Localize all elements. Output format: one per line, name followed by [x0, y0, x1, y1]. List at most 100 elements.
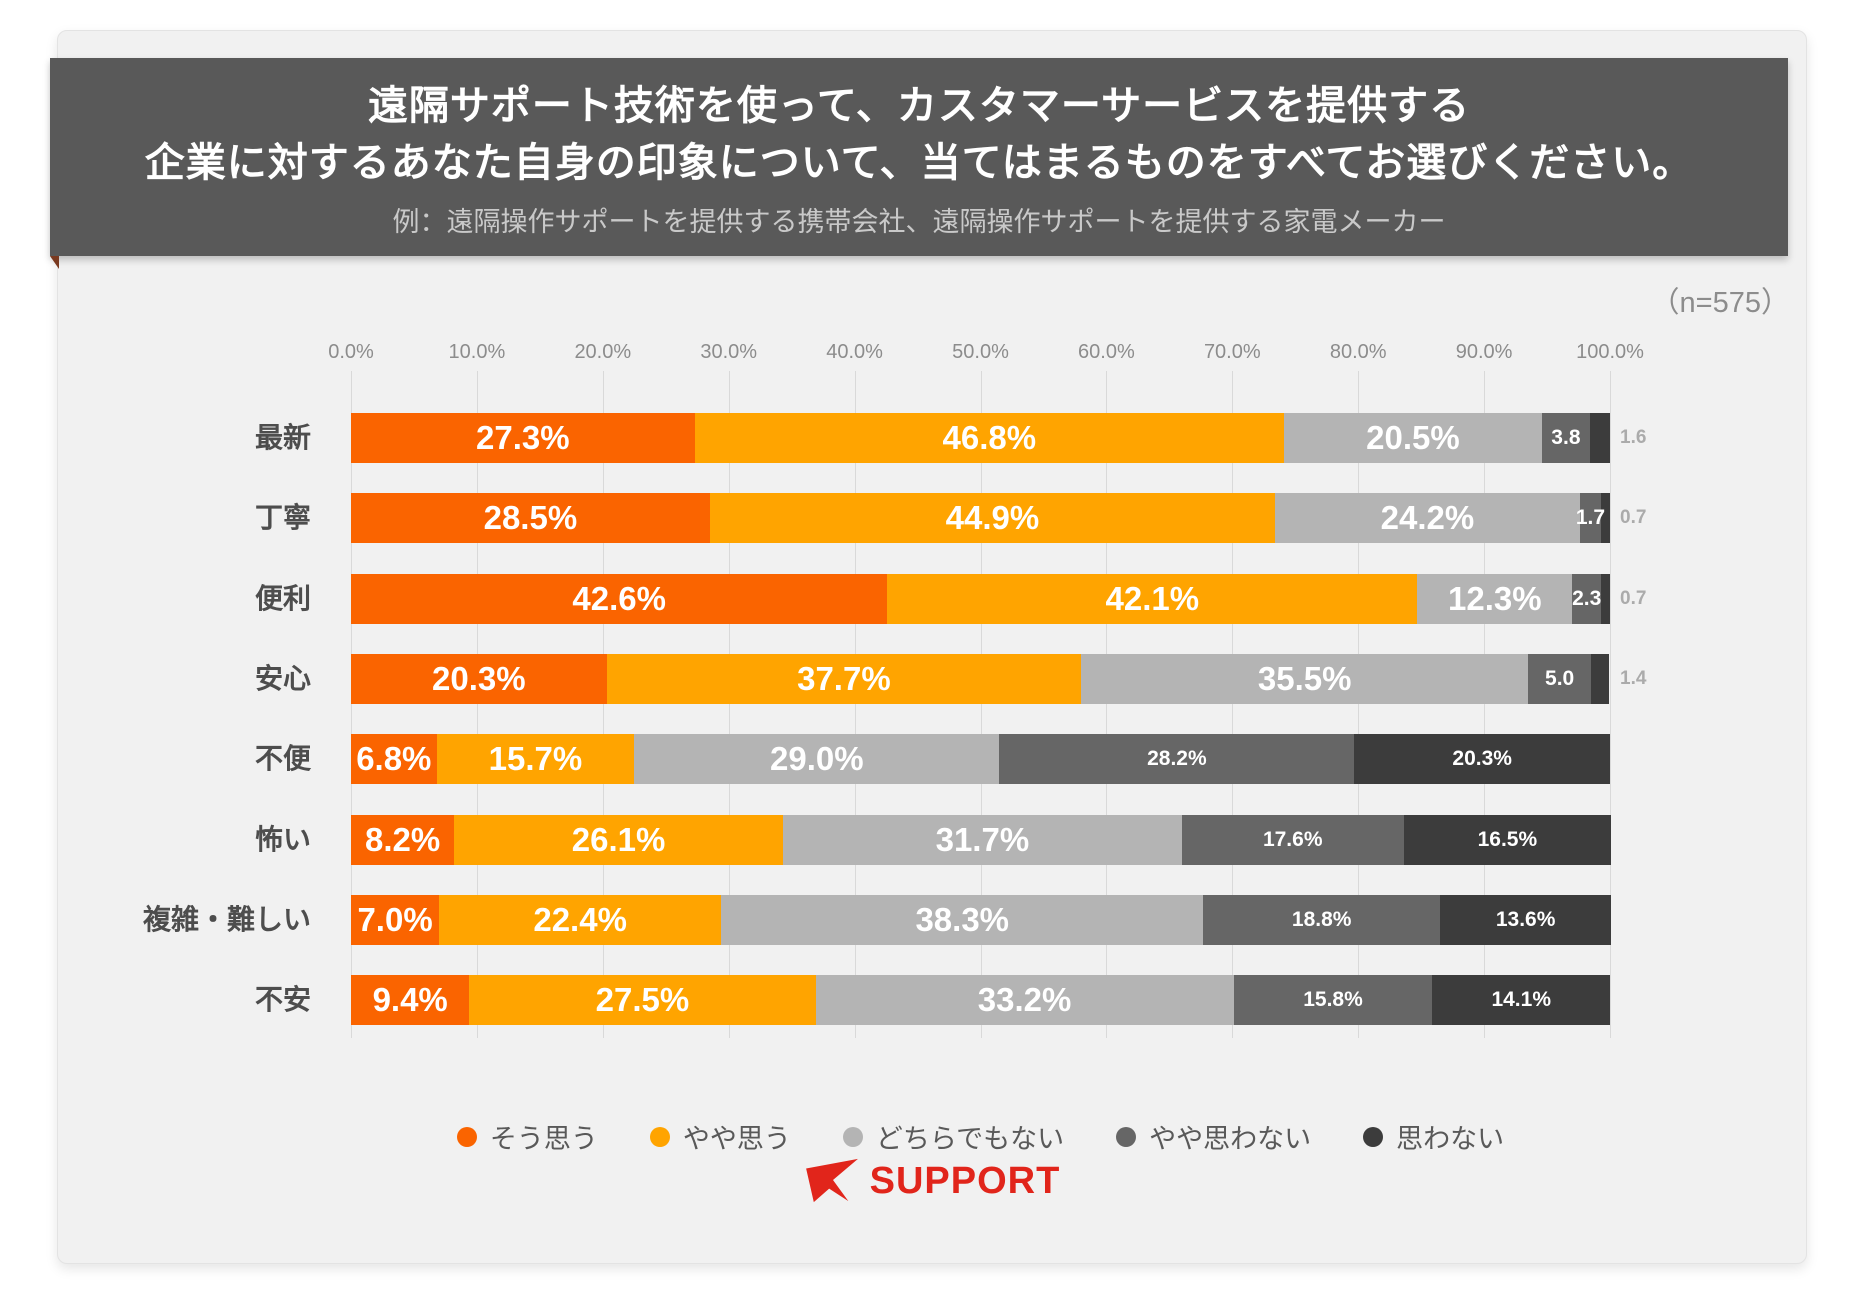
bar-segment: 8.2% — [351, 814, 455, 865]
bar-segment: 18.8% — [1203, 894, 1441, 945]
gridline — [1358, 371, 1360, 1038]
gridline — [1610, 371, 1611, 1038]
legend-item: そう思う — [456, 1117, 598, 1156]
bar-segment: 27.3% — [351, 413, 695, 463]
bar-segment — [1591, 653, 1609, 704]
bar-value-label: 42.6% — [572, 579, 666, 617]
bar-value-label: 28.2% — [1147, 747, 1207, 771]
bar-value-label: 42.1% — [1105, 579, 1200, 617]
axis-tick-label: 90.0% — [1455, 341, 1513, 363]
legend-item: やや思わない — [1116, 1117, 1311, 1156]
gridline — [602, 371, 604, 1038]
legend-label: やや思わない — [1149, 1124, 1312, 1154]
bar-value-label: 16.5% — [1477, 827, 1538, 851]
bar-segment: 14.1% — [1432, 975, 1610, 1026]
legend-label: 思わない — [1396, 1124, 1505, 1154]
legend-swatch — [456, 1126, 477, 1147]
bar-row: 6.8% 15.7% 29.0% 28.2% 20.3% — [351, 734, 1610, 785]
axis-tick-label: 80.0% — [1329, 341, 1387, 363]
axis-tick-label: 50.0% — [952, 341, 1009, 363]
bar-segment: 13.6% — [1440, 894, 1612, 945]
bar-value-label: 35.5% — [1257, 659, 1352, 697]
sample-size-label: （n=575） — [1650, 287, 1790, 319]
gridline — [1106, 371, 1108, 1038]
bar-row: 8.2% 26.1% 31.7% 17.6% 16.5% — [351, 814, 1612, 865]
rsupport-logo: SUPPORT — [58, 1157, 1806, 1205]
gridline — [351, 371, 352, 1038]
category-label: 怖い — [254, 823, 311, 855]
bar-row: 9.4% 27.5% 33.2% 15.8% 14.1% — [351, 975, 1610, 1026]
survey-card: 遠隔サポート技術を使って、カスタマーサービスを提供する 企業に対するあなた自身の… — [50, 30, 1807, 1264]
outside-value-label: 1.4 — [1620, 667, 1647, 689]
legend-item: やや思う — [649, 1117, 791, 1156]
bar-value-label: 20.3% — [431, 659, 526, 697]
bar-segment — [1601, 573, 1610, 624]
legend-swatch — [842, 1126, 863, 1147]
bar-row: 20.3% 37.7% 35.5% 5.0 — [351, 653, 1610, 704]
survey-title-line2: 企業に対するあなた自身の印象について、当てはまるものをすべてお選びください。 — [144, 141, 1694, 185]
category-label: 便利 — [254, 582, 311, 614]
bar-value-label: 15.8% — [1303, 988, 1363, 1012]
bar-segment: 44.9% — [709, 493, 1276, 544]
bar-value-label: 33.2% — [977, 981, 1072, 1019]
axis-tick-label: 70.0% — [1203, 341, 1261, 363]
bar-value-label: 2.3 — [1572, 586, 1602, 610]
legend-label: どちらでもない — [875, 1124, 1065, 1154]
legend-item: どちらでもない — [842, 1117, 1065, 1156]
legend-label: やや思う — [682, 1124, 791, 1154]
bar-segment: 15.7% — [436, 734, 635, 785]
bar-row: 42.6% 42.1% 12.3% 2.3 — [351, 573, 1610, 624]
bar-segment: 38.3% — [721, 894, 1204, 945]
bar-segment: 42.1% — [887, 573, 1418, 624]
outside-value-label: 0.7 — [1620, 507, 1647, 529]
bar-value-label: 17.6% — [1262, 827, 1323, 851]
bar-row: 28.5% 44.9% 24.2% 1.7 — [351, 493, 1610, 544]
bar-value-label: 26.1% — [571, 820, 666, 858]
bar-segment: 31.7% — [782, 814, 1182, 865]
bar-segment: 1.7 — [1576, 493, 1605, 544]
bar-segment: 12.3% — [1417, 573, 1573, 624]
legend-swatch — [649, 1126, 670, 1147]
bar-value-label: 20.3% — [1452, 747, 1512, 771]
bar-value-label: 14.1% — [1491, 988, 1551, 1012]
bar-value-label: 7.0% — [357, 900, 433, 938]
bar-value-label: 12.3% — [1447, 579, 1542, 617]
bar-segment: 28.2% — [999, 734, 1355, 785]
category-label: 不便 — [254, 743, 311, 775]
outside-value-label: 1.6 — [1620, 427, 1647, 448]
outside-value-label: 0.7 — [1620, 587, 1647, 609]
axis-tick-label: 60.0% — [1078, 341, 1135, 363]
category-label: 安心 — [254, 662, 311, 694]
axis-tick-label: 0.0% — [328, 341, 374, 363]
bar-segment: 20.5% — [1283, 413, 1542, 463]
bar-segment: 24.2% — [1275, 493, 1580, 544]
survey-subtitle: 例：遠隔操作サポートを提供する携帯会社、遠隔操作サポートを提供する家電メーカー — [392, 207, 1446, 237]
rsupport-logo-text: SUPPORT — [869, 1159, 1061, 1202]
bar-row: 7.0% 22.4% 38.3% 18.8% 13.6% — [351, 894, 1612, 945]
bar-segment: 33.2% — [815, 975, 1234, 1026]
category-label: 丁寧 — [254, 502, 311, 534]
legend-swatch — [1116, 1126, 1137, 1147]
bar-value-label: 1.7 — [1575, 506, 1606, 530]
bar-segment: 22.4% — [439, 894, 722, 945]
rsupport-logo-mark-icon — [805, 1158, 858, 1203]
bar-value-label: 44.9% — [945, 499, 1040, 537]
bar-value-label: 5.0 — [1545, 666, 1575, 690]
bar-segment: 17.6% — [1181, 814, 1404, 865]
title-banner: 遠隔サポート技術を使って、カスタマーサービスを提供する 企業に対するあなた自身の… — [50, 58, 1788, 256]
bar-segment: 20.3% — [1354, 734, 1610, 785]
bar-segment: 5.0 — [1528, 653, 1592, 704]
bar-segment — [1589, 413, 1610, 463]
legend-item: 思わない — [1363, 1117, 1504, 1156]
bar-segment: 20.3% — [351, 653, 607, 704]
bar-segment: 28.5% — [351, 493, 710, 544]
bar-segment: 6.8% — [351, 734, 437, 785]
axis-tick-label: 20.0% — [574, 341, 632, 363]
category-label: 最新 — [254, 422, 311, 453]
bar-value-label: 13.6% — [1495, 907, 1556, 931]
axis-tick-label: 30.0% — [700, 341, 758, 363]
bar-segment: 15.8% — [1233, 975, 1433, 1026]
bar-segment: 46.8% — [694, 413, 1284, 463]
bar-value-label: 9.4% — [372, 981, 448, 1019]
bar-value-label: 8.2% — [365, 820, 441, 858]
